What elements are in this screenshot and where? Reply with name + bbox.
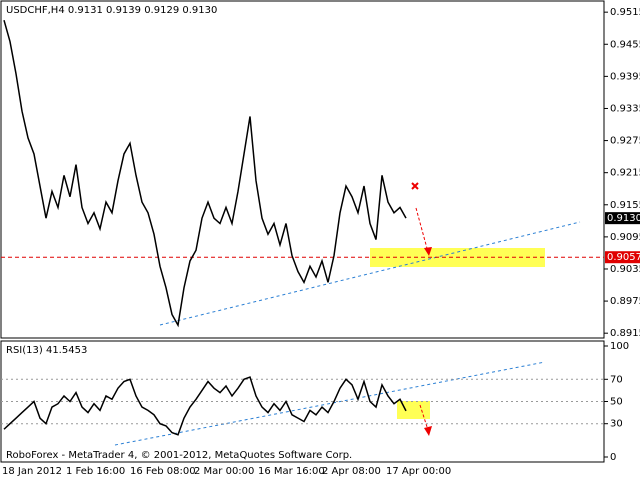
y-tick-label: 0 <box>610 452 616 463</box>
forecast-arrow <box>415 207 429 253</box>
x-tick-label: 16 Feb 08:00 <box>130 466 196 477</box>
x-tick-label: 18 Jan 2012 <box>2 466 62 477</box>
stop-mark <box>411 182 419 190</box>
rsi-trend-line <box>114 361 546 446</box>
y-tick-label: 0.9095 <box>610 232 640 243</box>
y-tick-label: 0.9395 <box>610 71 640 82</box>
x-tick-label: 16 Mar 16:00 <box>258 466 325 477</box>
footer: RoboForex - MetaTrader 4, © 2001-2012, M… <box>6 450 352 461</box>
y-tick-label: 0.9455 <box>610 39 640 50</box>
y-tick-label: 100 <box>610 341 629 352</box>
y-tick-label: 50 <box>610 397 623 408</box>
y-tick-label: 0.8975 <box>610 296 640 307</box>
y-tick-label: 0.9275 <box>610 136 640 147</box>
y-tick-label: 0.9035 <box>610 264 640 275</box>
y-tick-label: 0.9515 <box>610 7 640 18</box>
x-tick-label: 2 Mar 00:00 <box>194 466 254 477</box>
arrow-head <box>424 426 432 436</box>
y-tick-label: 70 <box>610 374 623 385</box>
arrow-head <box>424 247 432 256</box>
x-tick-label: 2 Apr 08:00 <box>322 466 381 477</box>
series-line <box>3 376 407 436</box>
price-panel <box>0 0 605 339</box>
chart-title: USDCHF,H4 0.9131 0.9139 0.9129 0.9130 <box>6 5 217 16</box>
x-tick-label: 17 Apr 00:00 <box>386 466 451 477</box>
x-tick-label: 1 Feb 16:00 <box>66 466 125 477</box>
rsi-target-zone <box>397 401 430 419</box>
price-label-box <box>605 212 640 225</box>
y-tick-label: 0.9335 <box>610 103 640 114</box>
y-tick-label: 0.9215 <box>610 168 640 179</box>
y-tick-label: 0.8915 <box>610 328 640 339</box>
trend-line <box>159 221 581 326</box>
price-label-box <box>605 251 640 264</box>
price-label: 0.9057 <box>607 252 640 263</box>
price-label: 0.9130 <box>607 213 640 224</box>
y-tick-label: 30 <box>610 419 623 430</box>
y-tick-label: 0.9155 <box>610 200 640 211</box>
series-line <box>3 19 407 328</box>
rsi-title: RSI(13) 41.5453 <box>6 345 87 356</box>
rsi-forecast-arrow <box>419 404 429 431</box>
